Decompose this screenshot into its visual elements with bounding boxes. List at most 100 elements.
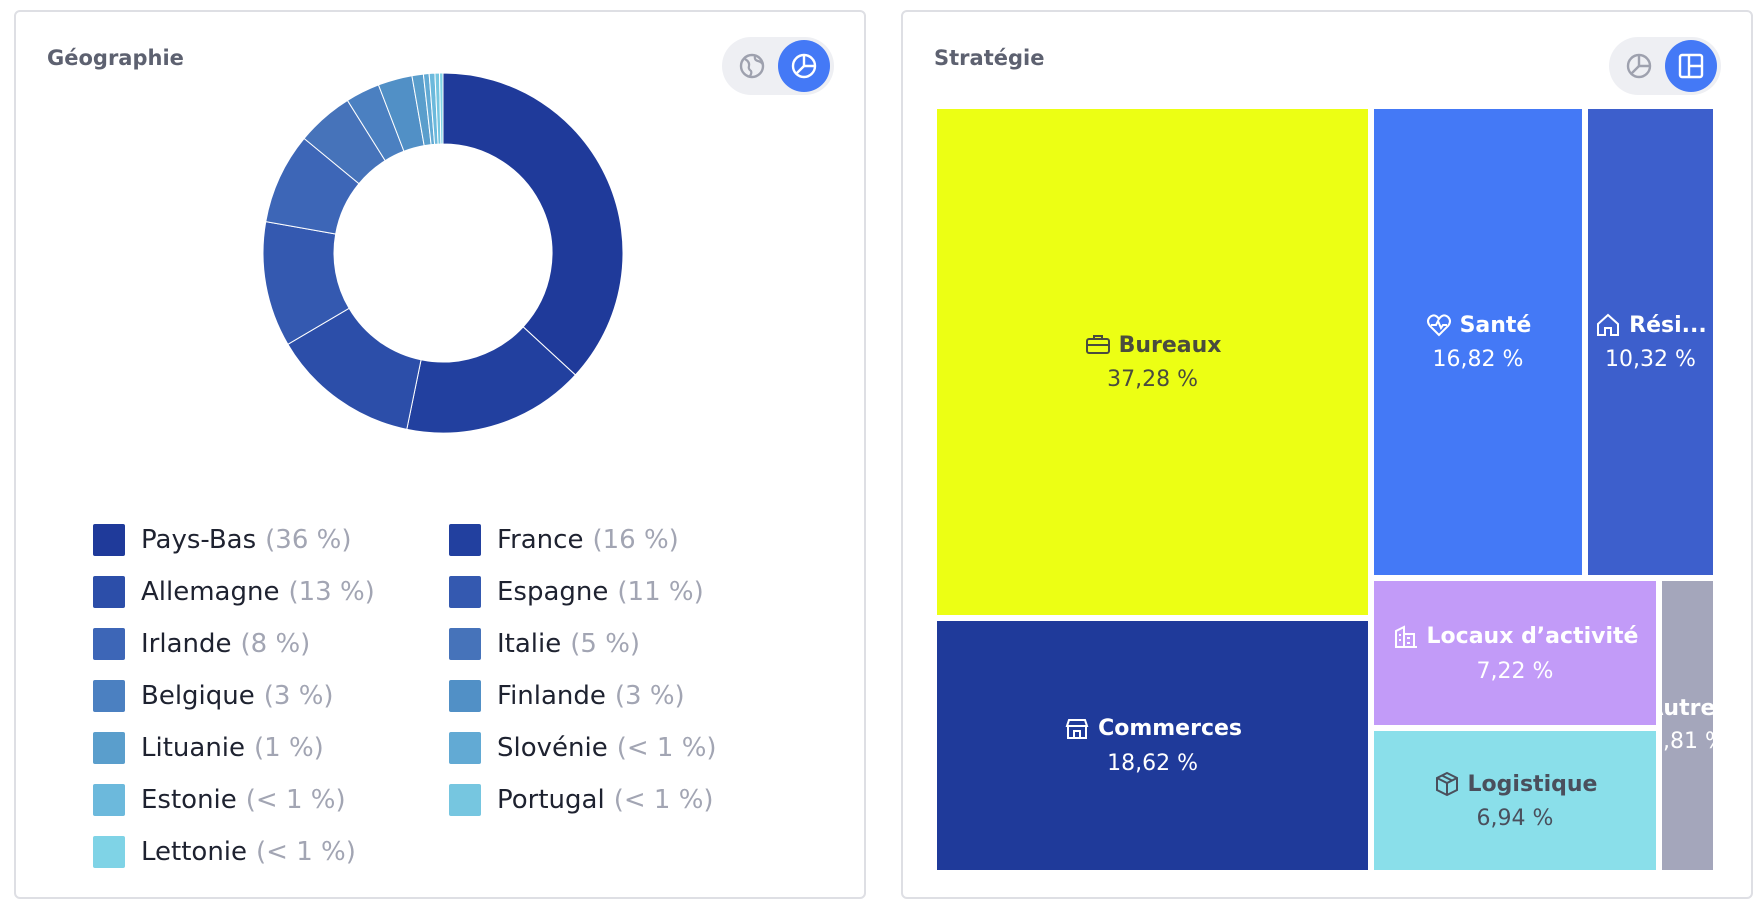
treemap-tile-header: Bureaux (1084, 331, 1222, 359)
legend-item[interactable]: Slovénie (< 1 %) (449, 728, 717, 768)
legend-swatch (449, 680, 481, 712)
legend-percentage: (13 %) (288, 577, 375, 607)
treemap-tile-header: Commerces (1063, 715, 1242, 743)
legend-label: Finlande (497, 681, 606, 711)
legend-item[interactable]: Portugal (< 1 %) (449, 780, 714, 820)
legend-item[interactable]: Lettonie (< 1 %) (93, 832, 356, 872)
pie-chart-icon (791, 53, 817, 79)
donut-view-button[interactable] (778, 40, 830, 92)
legend-percentage: (< 1 %) (245, 785, 346, 815)
legend-swatch (93, 836, 125, 868)
legend-label: Italie (497, 629, 562, 659)
heart-pulse-icon (1425, 311, 1453, 339)
treemap-tile-value: 2,81 % (1662, 729, 1713, 755)
legend-swatch (449, 628, 481, 660)
treemap-tile-santé[interactable]: Santé 16,82 % (1374, 109, 1582, 575)
legend-label: Allemagne (141, 577, 280, 607)
treemap-tile-value: 10,32 % (1604, 347, 1696, 373)
legend-percentage: (36 %) (265, 525, 352, 555)
legend-label: Lituanie (141, 733, 246, 763)
legend-item[interactable]: Pays-Bas (36 %) (93, 520, 352, 560)
legend-label: Irlande (141, 629, 232, 659)
legend-label: France (497, 525, 584, 555)
legend-label: Belgique (141, 681, 255, 711)
legend-label: Pays-Bas (141, 525, 257, 555)
treemap-tile-bureaux[interactable]: Bureaux 37,28 % (937, 109, 1369, 615)
home-icon (1594, 311, 1622, 339)
treemap-tile-rési[interactable]: Rési... 10,32 % (1587, 109, 1713, 575)
legend-percentage: (16 %) (592, 525, 679, 555)
treemap-tile-label: Rési... (1629, 312, 1707, 338)
legend-item[interactable]: France (16 %) (449, 520, 679, 560)
pie-chart-icon (1626, 53, 1652, 79)
legend-item[interactable]: Italie (5 %) (449, 624, 640, 664)
treemap-tile-logistique[interactable]: Logistique 6,94 % (1374, 731, 1656, 870)
legend-label: Lettonie (141, 837, 248, 867)
legend-item[interactable]: Belgique (3 %) (93, 676, 334, 716)
geography-donut-chart (262, 72, 624, 434)
store-icon (1063, 715, 1091, 743)
treemap-tile-autres[interactable]: Autres 2,81 % (1661, 580, 1713, 870)
legend-swatch (449, 732, 481, 764)
legend-swatch (93, 680, 125, 712)
strategy-treemap: Bureaux 37,28 % Commerces 18,62 % Santé 16,82… (937, 109, 1719, 876)
legend-swatch (449, 784, 481, 816)
geography-card: Géographie Pays-Bas (36 %) France (16 %) All… (14, 10, 866, 899)
legend-label: Estonie (141, 785, 237, 815)
treemap-tile-header: Locaux d’activité (1392, 623, 1639, 651)
strategy-title: Stratégie (934, 46, 1045, 70)
legend-item[interactable]: Estonie (< 1 %) (93, 780, 346, 820)
treemap-tile-value: 6,94 % (1476, 806, 1554, 832)
legend-item[interactable]: Finlande (3 %) (449, 676, 685, 716)
legend-swatch (93, 628, 125, 660)
legend-percentage: (5 %) (570, 629, 641, 659)
treemap-tile-value: 7,22 % (1476, 658, 1554, 684)
legend-swatch (93, 524, 125, 556)
treemap-tile-header: Santé (1425, 311, 1532, 339)
legend-label: Espagne (497, 577, 609, 607)
treemap-tile-locaux-d-activité[interactable]: Locaux d’activité 7,22 % (1374, 580, 1656, 726)
legend-percentage: (3 %) (263, 681, 334, 711)
donut-slice-lettonie[interactable] (439, 72, 444, 145)
treemap-tile-header: Logistique (1433, 770, 1598, 798)
legend-percentage: (< 1 %) (616, 733, 717, 763)
box-icon (1433, 770, 1461, 798)
map-view-button[interactable] (726, 40, 778, 92)
legend-item[interactable]: Allemagne (13 %) (93, 572, 375, 612)
donut-slice-pays-bas[interactable] (442, 72, 624, 376)
legend-swatch (93, 732, 125, 764)
treemap-tile-header: Autres (1662, 696, 1713, 721)
treemap-view-button[interactable] (1665, 40, 1717, 92)
legend-swatch (93, 576, 125, 608)
geography-view-toggle (722, 37, 834, 95)
treemap-tile-commerces[interactable]: Commerces 18,62 % (937, 620, 1369, 870)
globe-icon (739, 53, 765, 79)
treemap-icon (1678, 53, 1704, 79)
briefcase-icon (1084, 331, 1112, 359)
legend-percentage: (< 1 %) (256, 837, 356, 867)
legend-label: Portugal (497, 785, 605, 815)
treemap-tile-label: Autres (1662, 696, 1713, 722)
treemap-tile-label: Logistique (1467, 771, 1598, 797)
legend-item[interactable]: Irlande (8 %) (93, 624, 310, 664)
legend-swatch (449, 524, 481, 556)
legend-percentage: (8 %) (240, 629, 311, 659)
treemap-tile-label: Locaux d’activité (1426, 624, 1639, 650)
legend-item[interactable]: Espagne (11 %) (449, 572, 704, 612)
geography-title: Géographie (47, 46, 184, 70)
treemap-tile-value: 37,28 % (1107, 367, 1198, 393)
strategy-card: Stratégie Bureaux 37,28 % Commerces 18,62 %… (901, 10, 1753, 899)
treemap-tile-value: 16,82 % (1432, 347, 1524, 373)
treemap-tile-header: Rési... (1594, 311, 1707, 339)
legend-swatch (449, 576, 481, 608)
legend-label: Slovénie (497, 733, 608, 763)
legend-item[interactable]: Lituanie (1 %) (93, 728, 324, 768)
pie-view-button[interactable] (1613, 40, 1665, 92)
legend-percentage: (3 %) (614, 681, 685, 711)
treemap-tile-value: 18,62 % (1107, 750, 1198, 776)
legend-swatch (93, 784, 125, 816)
legend-percentage: (1 %) (254, 733, 324, 763)
building-icon (1392, 623, 1420, 651)
treemap-tile-label: Bureaux (1118, 332, 1222, 358)
treemap-tile-label: Santé (1459, 312, 1532, 338)
